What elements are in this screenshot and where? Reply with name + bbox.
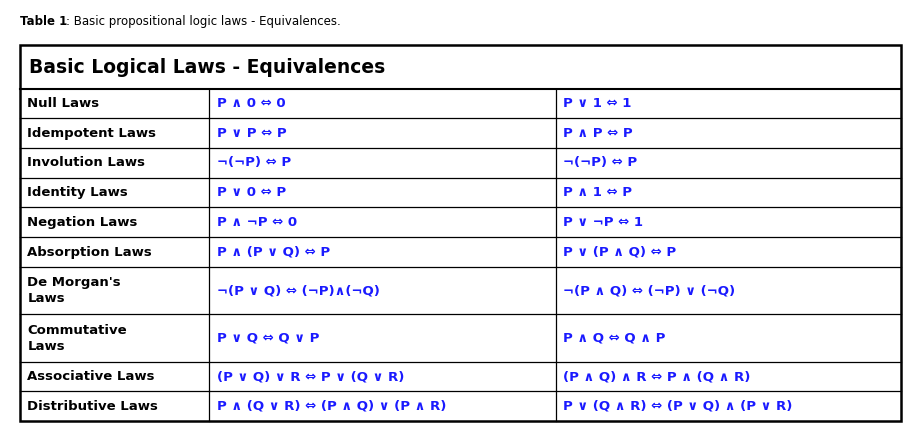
Text: Distributive Laws: Distributive Laws [27, 400, 159, 413]
Text: Null Laws: Null Laws [27, 97, 99, 110]
Text: P ∧ 0 ⇔ 0: P ∧ 0 ⇔ 0 [217, 97, 285, 110]
Text: P ∨ (P ∧ Q) ⇔ P: P ∨ (P ∧ Q) ⇔ P [562, 245, 675, 258]
Text: P ∧ (P ∨ Q) ⇔ P: P ∧ (P ∨ Q) ⇔ P [217, 245, 330, 258]
Text: Associative Laws: Associative Laws [27, 370, 155, 383]
Text: Absorption Laws: Absorption Laws [27, 245, 152, 258]
Text: P ∧ 1 ⇔ P: P ∧ 1 ⇔ P [562, 186, 631, 199]
Text: P ∨ P ⇔ P: P ∨ P ⇔ P [217, 127, 286, 140]
Text: Commutative
Laws: Commutative Laws [27, 324, 127, 353]
Text: : Basic propositional logic laws - Equivalences.: : Basic propositional logic laws - Equiv… [66, 15, 340, 28]
Text: P ∧ P ⇔ P: P ∧ P ⇔ P [562, 127, 632, 140]
Text: P ∧ ¬P ⇔ 0: P ∧ ¬P ⇔ 0 [217, 216, 297, 229]
Text: (P ∧ Q) ∧ R ⇔ P ∧ (Q ∧ R): (P ∧ Q) ∧ R ⇔ P ∧ (Q ∧ R) [562, 370, 750, 383]
Text: (P ∨ Q) ∨ R ⇔ P ∨ (Q ∨ R): (P ∨ Q) ∨ R ⇔ P ∨ (Q ∨ R) [217, 370, 404, 383]
Text: Table 1: Table 1 [20, 15, 67, 28]
Text: ¬(P ∧ Q) ⇔ (¬P) ∨ (¬Q): ¬(P ∧ Q) ⇔ (¬P) ∨ (¬Q) [562, 284, 734, 297]
Text: ¬(P ∨ Q) ⇔ (¬P)∧(¬Q): ¬(P ∨ Q) ⇔ (¬P)∧(¬Q) [217, 284, 379, 297]
Text: Negation Laws: Negation Laws [27, 216, 138, 229]
Text: P ∧ (Q ∨ R) ⇔ (P ∧ Q) ∨ (P ∧ R): P ∧ (Q ∨ R) ⇔ (P ∧ Q) ∨ (P ∧ R) [217, 400, 445, 413]
Text: ¬(¬P) ⇔ P: ¬(¬P) ⇔ P [562, 156, 637, 169]
Text: P ∨ 0 ⇔ P: P ∨ 0 ⇔ P [217, 186, 285, 199]
Text: Basic Logical Laws - Equivalences: Basic Logical Laws - Equivalences [29, 57, 385, 76]
Text: P ∨ ¬P ⇔ 1: P ∨ ¬P ⇔ 1 [562, 216, 642, 229]
Text: De Morgan's
Laws: De Morgan's Laws [27, 276, 121, 305]
Bar [20, 45, 900, 421]
Text: Involution Laws: Involution Laws [27, 156, 145, 169]
Text: P ∧ Q ⇔ Q ∧ P: P ∧ Q ⇔ Q ∧ P [562, 332, 665, 345]
Text: P ∨ Q ⇔ Q ∨ P: P ∨ Q ⇔ Q ∨ P [217, 332, 319, 345]
Text: ¬(¬P) ⇔ P: ¬(¬P) ⇔ P [217, 156, 291, 169]
Text: P ∨ (Q ∧ R) ⇔ (P ∨ Q) ∧ (P ∨ R): P ∨ (Q ∧ R) ⇔ (P ∨ Q) ∧ (P ∨ R) [562, 400, 792, 413]
Text: P ∨ 1 ⇔ 1: P ∨ 1 ⇔ 1 [562, 97, 630, 110]
Text: Identity Laws: Identity Laws [27, 186, 128, 199]
Text: Idempotent Laws: Idempotent Laws [27, 127, 156, 140]
